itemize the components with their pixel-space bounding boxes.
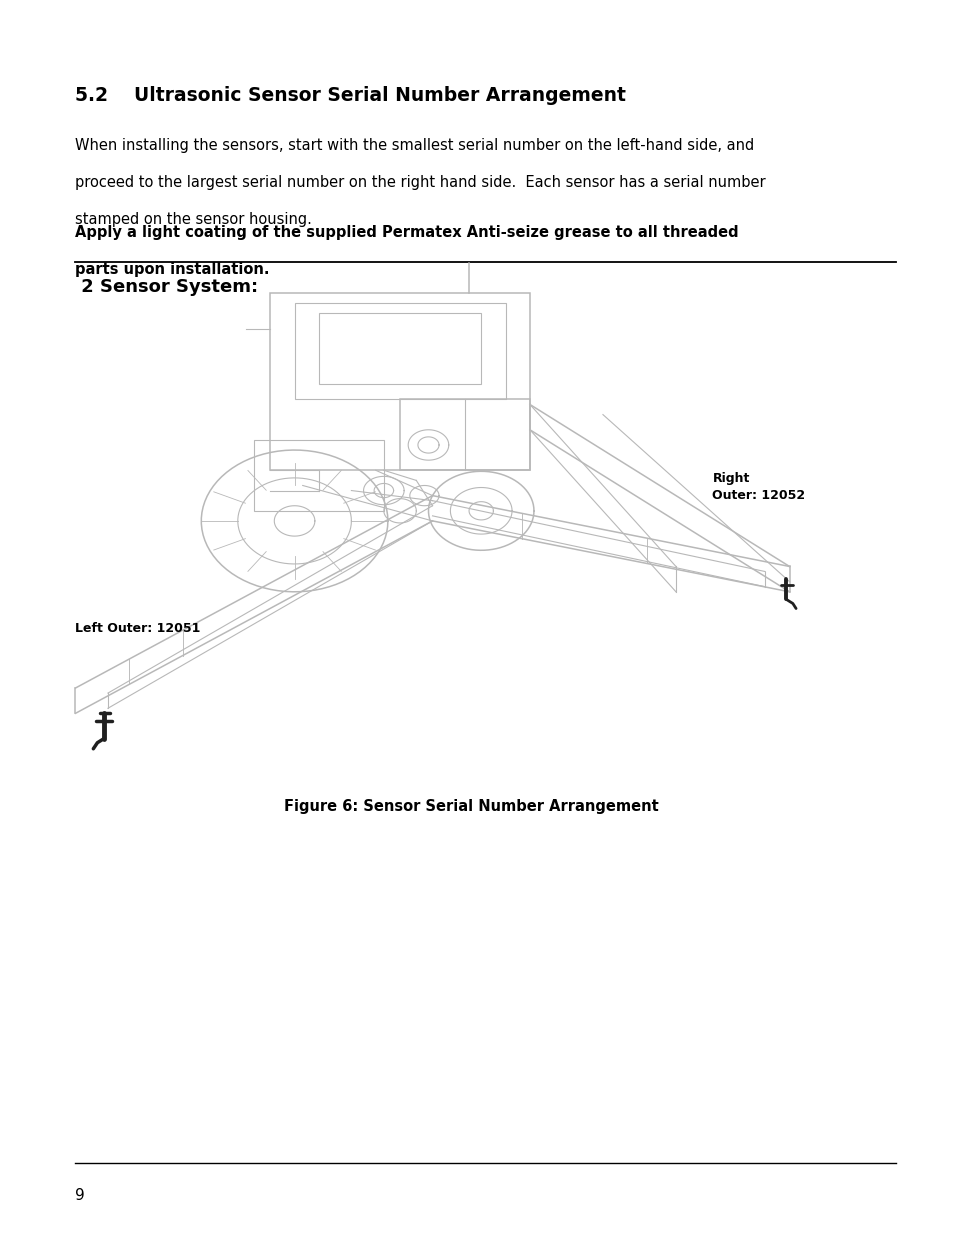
Text: proceed to the largest serial number on the right hand side.  Each sensor has a : proceed to the largest serial number on … [75, 175, 765, 190]
Text: Figure 6: Sensor Serial Number Arrangement: Figure 6: Sensor Serial Number Arrangeme… [284, 799, 659, 814]
Text: parts upon installation.: parts upon installation. [75, 262, 270, 277]
Text: 9: 9 [75, 1188, 85, 1203]
Text: 2 Sensor System:: 2 Sensor System: [75, 278, 258, 296]
Text: stamped on the sensor housing.: stamped on the sensor housing. [75, 212, 312, 227]
Text: Apply a light coating of the supplied Permatex Anti-seize grease to all threaded: Apply a light coating of the supplied Pe… [75, 225, 739, 240]
Text: 5.2    Ultrasonic Sensor Serial Number Arrangement: 5.2 Ultrasonic Sensor Serial Number Arra… [75, 86, 626, 105]
Text: Left Outer: 12051: Left Outer: 12051 [74, 622, 200, 636]
Text: Right
Outer: 12052: Right Outer: 12052 [712, 472, 804, 501]
Text: When installing the sensors, start with the smallest serial number on the left-h: When installing the sensors, start with … [75, 138, 754, 153]
